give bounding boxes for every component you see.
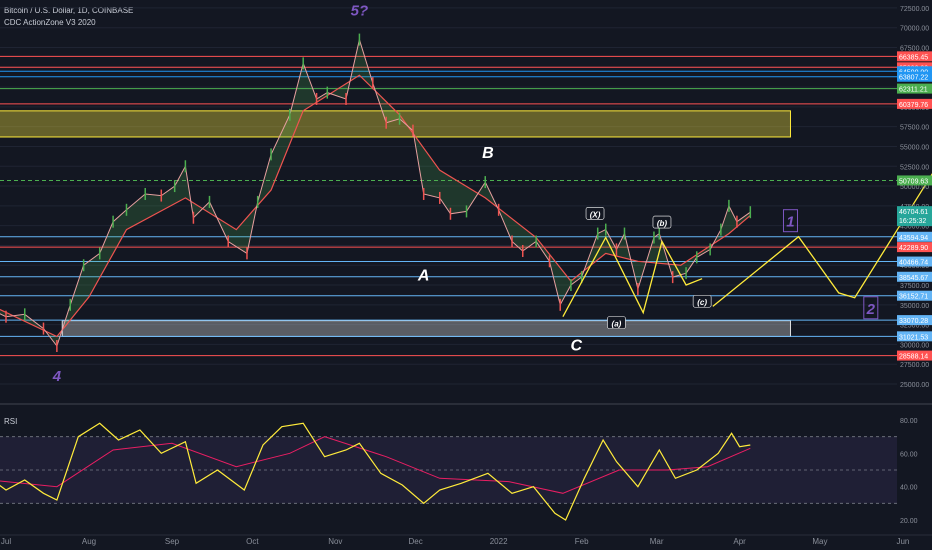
y-tick-label: 57500.00 [900,125,929,132]
wave-label-2: 2 [866,301,876,318]
annotation-box [607,316,626,329]
wave-box-1 [782,209,798,233]
annotation-box [692,294,712,308]
x-tick-label: Mar [650,537,664,546]
rsi-tick-label: 20.00 [900,518,918,525]
level-tag-label: 42289.90 [899,245,928,252]
y-tick-label: 45000.00 [900,224,929,231]
current-price-label: 46704.61 [899,209,928,216]
level-tag [897,98,932,109]
level-tag-label: 66385.45 [899,54,928,61]
x-tick-label: Feb [575,537,589,546]
y-tick-label: 52500.00 [900,164,929,171]
x-tick-label: Aug [82,537,96,546]
rsi-line [0,422,751,521]
wave-label-5?: 5? [351,2,369,19]
chart-title: Bitcoin / U.S. Dollar, 1D, COINBASE [4,6,134,15]
action-zone-cloud [0,39,751,346]
bar-countdown: 16:25:32 [899,218,926,225]
current-price-tag [897,206,932,227]
zone-box-1 [61,320,791,337]
x-tick-label: Jul [1,537,11,546]
level-tag-label: 63807.22 [899,75,928,82]
x-tick-label: Apr [733,537,746,546]
y-tick-label: 70000.00 [900,26,929,33]
level-tag-label: 33070.28 [899,318,928,325]
level-tag-label: 31021.53 [899,334,928,341]
y-tick-label: 32500.00 [900,323,929,330]
level-tag [897,242,932,253]
level-tag [897,331,932,342]
annotation-(X): (X) [590,210,601,219]
level-tag-label: 43594.94 [899,235,928,242]
level-tag [897,350,932,361]
annotation-C: C [571,337,583,354]
x-tick-label: May [812,537,827,546]
annotation-(a): (a) [612,320,622,329]
level-tag [897,271,932,282]
rsi-tick-label: 80.00 [900,418,918,425]
x-tick-label: Sep [165,537,180,546]
y-tick-label: 35000.00 [900,303,929,310]
y-tick-label: 50000.00 [900,184,929,191]
wave-box-2 [863,296,879,320]
level-tag-label: 60379.76 [899,102,928,109]
rsi-band [0,436,897,504]
level-tag [897,51,932,62]
level-tag [897,256,932,267]
level-tag-label: 62311.21 [899,87,928,94]
annotation-A: A [417,268,430,285]
rsi-tick-label: 60.00 [900,451,918,458]
wave-label-1: 1 [786,214,794,231]
level-tag [897,315,932,326]
rsi-label: RSI [4,417,18,426]
y-tick-label: 25000.00 [900,382,929,389]
x-tick-label: Nov [328,537,342,546]
level-tag-label: 28588.14 [899,354,928,361]
level-tag [897,231,932,242]
y-tick-label: 27500.00 [900,362,929,369]
annotation-(c): (c) [697,298,707,307]
annotation-B: B [482,145,494,162]
x-tick-label: Oct [246,537,259,546]
y-tick-label: 37500.00 [900,283,929,290]
level-tag-label: 50709.63 [899,178,928,185]
indicator-name: CDC ActionZone V3 2020 [4,18,96,27]
level-tag-label: 36152.71 [899,294,928,301]
y-tick-label: 67500.00 [900,46,929,53]
annotation-box [652,215,672,229]
x-tick-label: 2022 [490,537,508,546]
level-tag [897,83,932,94]
level-tag-label: 40466.74 [899,260,928,267]
annotation-(b): (b) [657,219,668,228]
level-tag [897,290,932,301]
zone-box-0 [0,110,791,138]
level-tag-label: 38545.67 [899,275,928,282]
level-tag [897,71,932,82]
x-tick-label: Jun [896,537,909,546]
y-tick-label: 72500.00 [900,6,929,13]
y-tick-label: 55000.00 [900,144,929,151]
forecast-path [712,173,932,307]
price-line [0,37,751,348]
wave-label-4: 4 [52,368,62,385]
level-tag [897,66,932,77]
y-tick-label: 40000.00 [900,263,929,270]
level-tag [897,175,932,186]
annotation-box [585,207,605,220]
rsi-tick-label: 40.00 [900,485,918,492]
y-tick-label: 30000.00 [900,342,929,349]
x-tick-label: Dec [409,537,423,546]
wave-path [562,236,703,318]
rsi-ma-line [0,436,751,494]
